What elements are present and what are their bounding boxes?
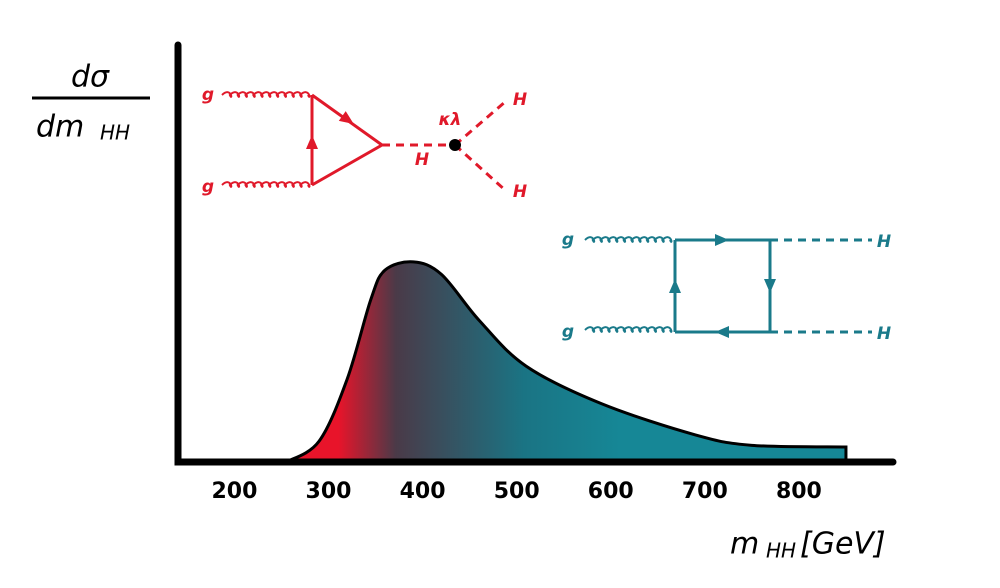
diagram-label: H [513,90,527,110]
fermion-line [311,143,383,187]
diagram-label: g [562,230,574,250]
diagram-label: g [202,85,214,105]
gluon [221,91,311,98]
y-label-denominator: dm [36,110,84,145]
diagram-label: H [877,324,891,344]
y-label-subscript: HH [100,121,130,145]
diagram-label: g [202,177,214,197]
arrow [338,111,354,125]
x-label-unit: [GeV] [800,527,886,562]
diagram-label: g [562,322,574,342]
x-tick-label: 200 [211,479,257,504]
area [281,260,848,464]
gluon [221,181,311,188]
x-tick-label: 300 [306,479,352,504]
x-label-main: m [730,527,759,562]
x-tick-label: 500 [494,479,540,504]
x-tick-label: 700 [682,479,728,504]
diagram-label: H [415,150,429,170]
axes [174,41,897,466]
feynman-diagrams: g g Hκλ H Hg g H H [202,85,891,344]
scalar-line [454,100,506,147]
gluon [584,326,673,333]
arrow [669,279,681,293]
x-tick-label: 600 [588,479,634,504]
y-label-numerator: dσ [71,60,110,95]
diagram-label: H [877,232,891,252]
arrow [306,135,318,149]
scalar-line [453,143,507,192]
arrow [764,279,776,293]
diagram-label: κλ [439,110,462,130]
vertex [449,139,461,151]
x-label-subscript: HH [766,539,796,563]
arrow [715,326,729,338]
arrow [715,234,729,246]
gluon [584,236,673,243]
x-tick-label: 800 [776,479,822,504]
diagram-label: H [513,182,527,202]
x-tick-label: 400 [400,479,446,504]
